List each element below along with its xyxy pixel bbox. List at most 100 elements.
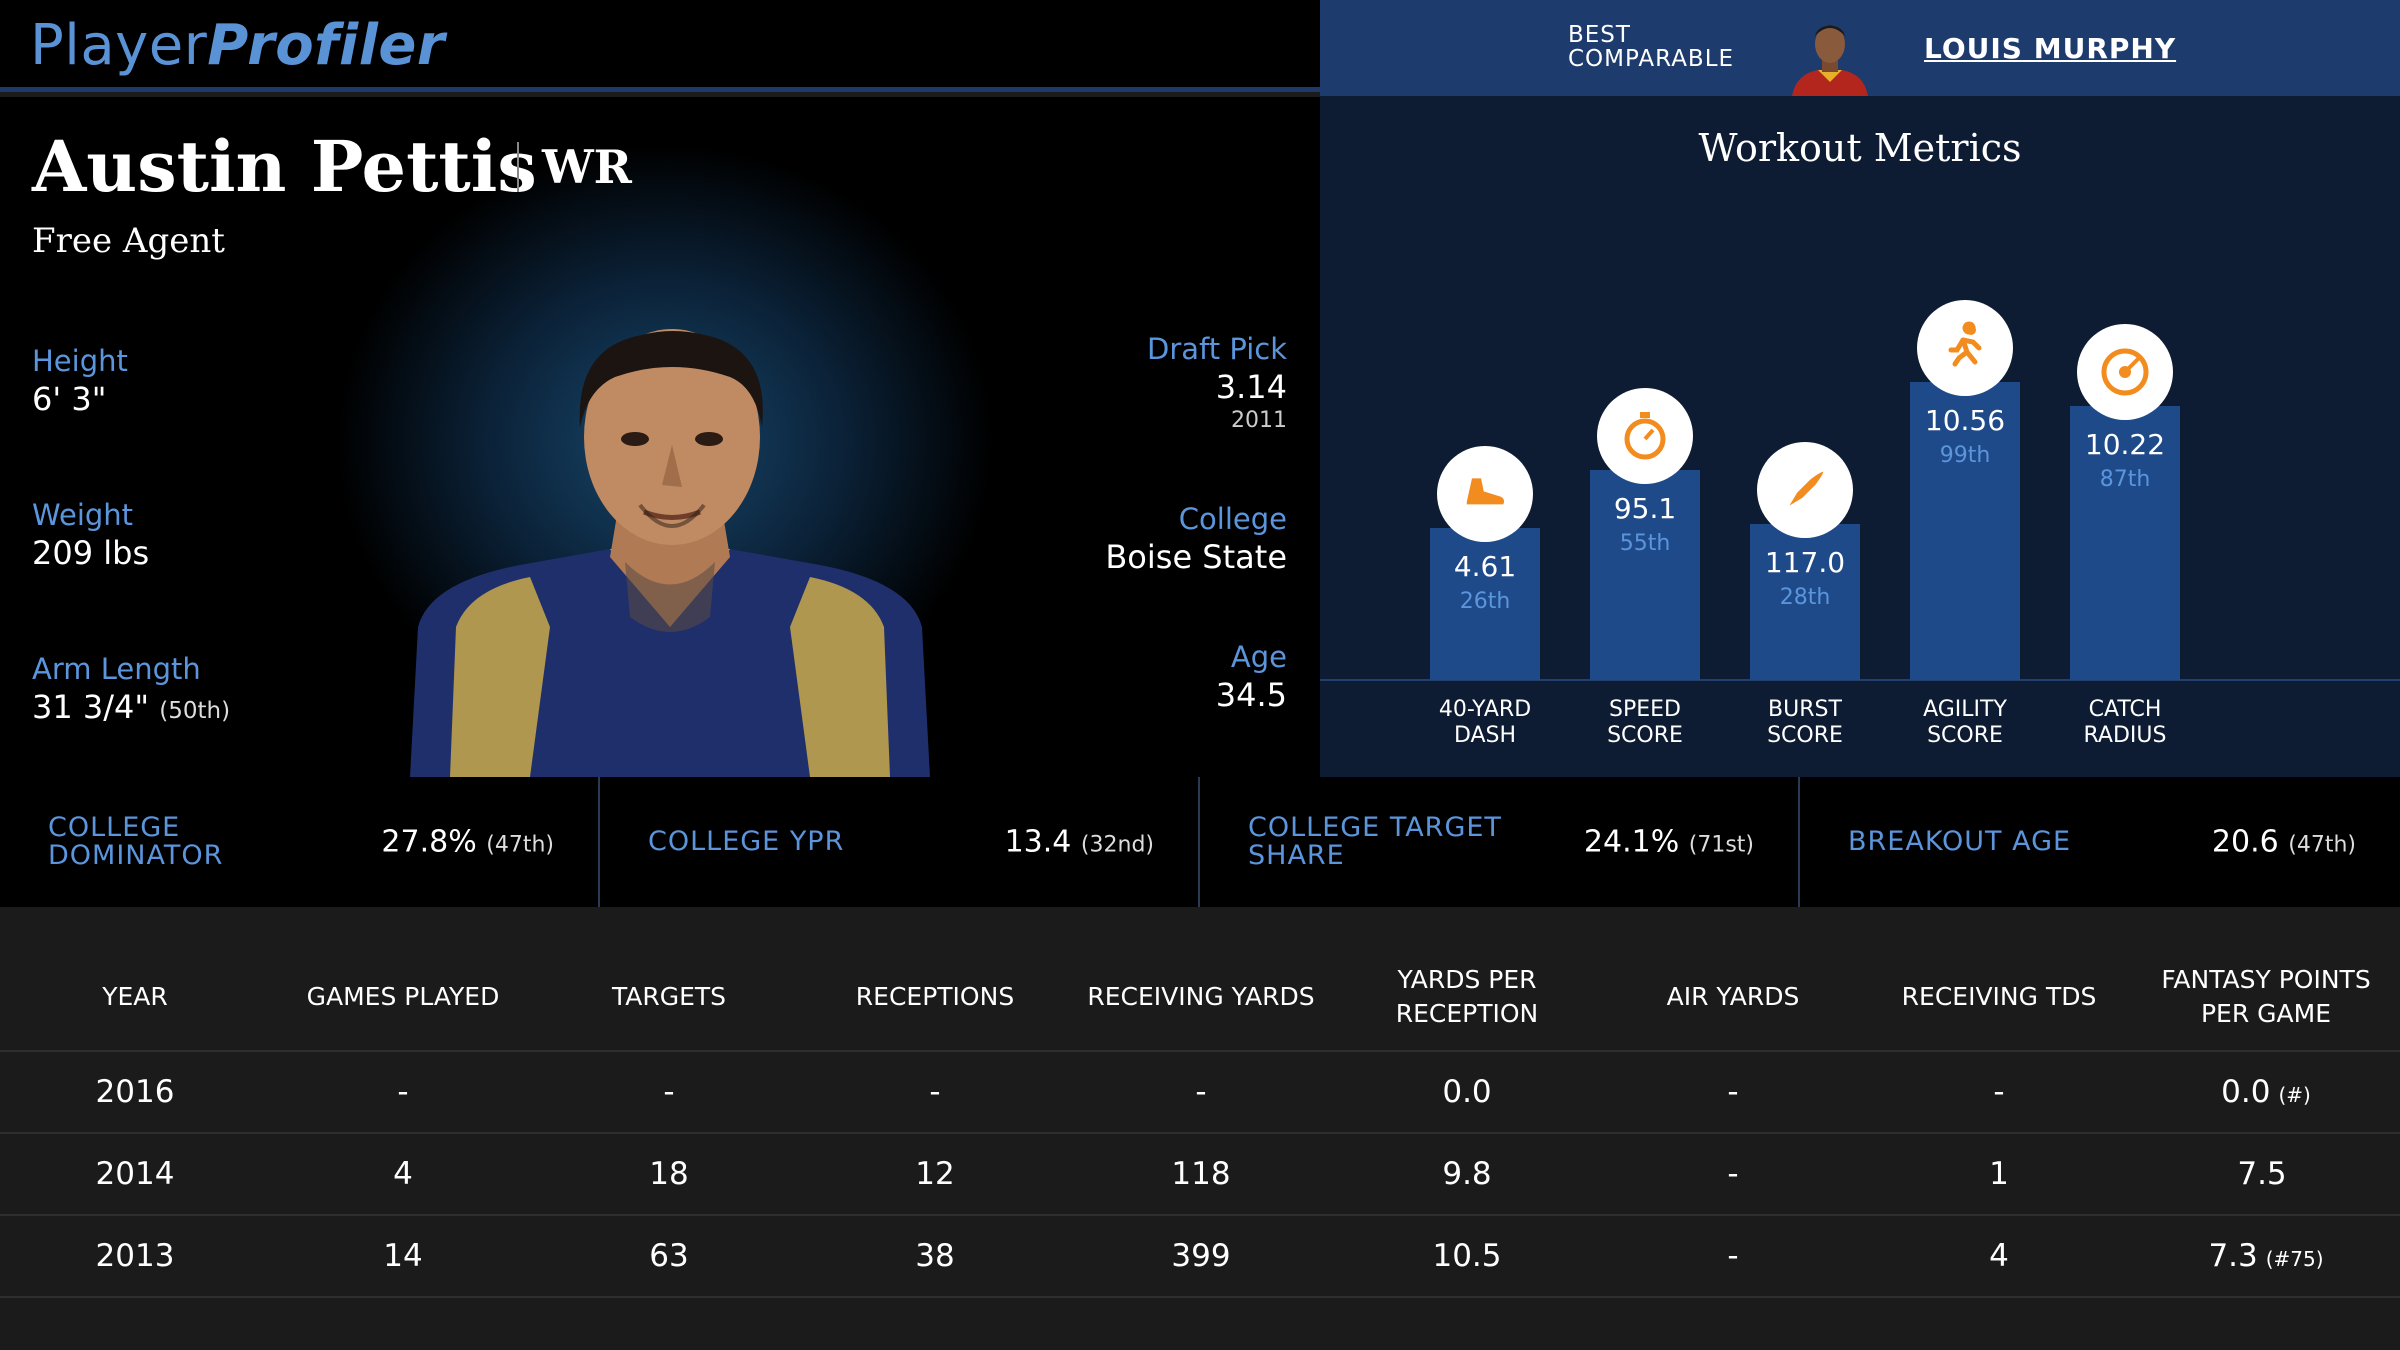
season-stats-section: YEAR GAMES PLAYED TARGETS RECEPTIONS REC… [0,907,2400,1350]
college-stats-bar: COLLEGE DOMINATOR 27.8% (47th) COLLEGE Y… [0,777,2400,907]
best-comparable-bar: BEST COMPARABLE LOUIS MURPHY [1320,0,2400,96]
col-targets[interactable]: TARGETS [536,943,802,1052]
table-cell: - [1600,1051,1866,1134]
college-target-share-label: COLLEGE TARGET SHARE [1248,812,1502,871]
bar-label: RADIUS [2084,723,2167,748]
breakout-age-label: BREAKOUT AGE [1848,826,2072,857]
bar-value: 10.56 [1925,404,2005,437]
bar-value: 4.61 [1454,550,1516,583]
bar [2070,406,2180,680]
bar-label: BURST [1768,697,1842,722]
fantasy-value: 7.3 [2208,1238,2258,1274]
bar-label: 40-YARD [1439,697,1531,722]
fantasy-value: 7.5 [2237,1156,2287,1192]
college-ypr-stat: COLLEGE YPR 13.4 (32nd) [600,777,1200,907]
bar-value: 95.1 [1614,492,1676,525]
fantasy-rank: (#75) [2265,1247,2324,1271]
college-ypr-percentile: (32nd) [1080,832,1154,858]
arm-length-stat: Arm Length 31 3/4" (50th) [32,651,230,731]
comparable-avatar[interactable] [1788,12,1872,96]
logo[interactable]: PlayerProfiler [30,13,446,78]
bar-label: SCORE [1927,723,2003,748]
college-dominator-label: COLLEGE DOMINATOR [48,812,224,871]
table-cell: 1 [1866,1133,2132,1216]
table-cell: 10.5 [1334,1215,1600,1298]
table-cell: 2014 [0,1133,270,1216]
season-stats-table: YEAR GAMES PLAYED TARGETS RECEPTIONS REC… [0,943,2400,1298]
bar-label: SCORE [1767,723,1843,748]
col-fantasy-points-per-game[interactable]: FANTASY POINTS PER GAME [2132,943,2400,1052]
weight-label: Weight [32,498,134,532]
bar-label: AGILITY [1923,697,2007,722]
table-cell-fantasy: 7.5 [2132,1133,2400,1216]
col-air-yards[interactable]: AIR YARDS [1600,943,1866,1052]
table-cell: - [1600,1215,1866,1298]
target-icon [2077,324,2173,420]
fantasy-value: 0.0 [2221,1074,2271,1110]
table-cell: - [1068,1051,1334,1134]
workout-metrics-chart: 4.6126th40-YARDDASH95.155thSPEEDSCORE117… [1320,300,2400,748]
table-cell: 118 [1068,1133,1334,1216]
player-team: Free Agent [32,221,225,261]
college-ypr-value: 13.4 [1004,824,1072,860]
draft-pick-stat: Draft Pick 3.14 2011 [1147,331,1287,435]
college-target-share-stat: COLLEGE TARGET SHARE 24.1% (71st) [1200,777,1800,907]
draft-year: 2011 [1231,408,1287,433]
col-games-played[interactable]: GAMES PLAYED [270,943,536,1052]
college-stat: College Boise State [1105,501,1287,577]
age-label: Age [1230,640,1287,674]
table-row: 2013 14 63 38 399 10.5 - 4 7.3 (#75) [0,1215,2400,1298]
breakout-age-stat: BREAKOUT AGE 20.6 (47th) [1800,777,2400,907]
college-value: Boise State [1105,538,1287,576]
bar [1430,528,1540,680]
arm-length-value: 31 3/4" [32,688,150,726]
table-cell: - [802,1051,1068,1134]
col-receiving-yards[interactable]: RECEIVING YARDS [1068,943,1334,1052]
draft-pick-value: 3.14 [1215,368,1287,406]
comparable-player-link[interactable]: LOUIS MURPHY [1924,32,2177,65]
college-target-share-percentile: (71st) [1688,832,1754,858]
table-cell: 4 [270,1133,536,1216]
college-label: College [1178,502,1287,536]
runner-icon [1917,300,2013,396]
col-receptions[interactable]: RECEPTIONS [802,943,1068,1052]
table-cell: 0.0 [1334,1051,1600,1134]
bar-value: 117.0 [1765,546,1845,579]
col-year[interactable]: YEAR [0,943,270,1052]
player-position: WR [542,140,632,194]
table-cell: - [1600,1133,1866,1216]
player-profile-panel: Austin Pettis WR Free Agent Height 6' 3"… [0,97,1320,777]
table-cell: 14 [270,1215,536,1298]
breakout-age-value: 20.6 [2211,824,2279,860]
table-cell: 399 [1068,1215,1334,1298]
col-receiving-tds[interactable]: RECEIVING TDS [1866,943,2132,1052]
table-header-row: YEAR GAMES PLAYED TARGETS RECEPTIONS REC… [0,943,2400,1052]
player-name: Austin Pettis [32,125,537,208]
bar [1750,524,1860,680]
bar-value: 10.22 [2085,428,2165,461]
table-cell: - [1866,1051,2132,1134]
weight-value: 209 lbs [32,534,150,572]
height-value: 6' 3" [32,380,107,418]
bar [1590,470,1700,680]
bar-percentile: 87th [2100,467,2151,492]
draft-pick-label: Draft Pick [1147,332,1287,366]
bar-label: SPEED [1609,697,1681,722]
stopwatch-icon [1597,388,1693,484]
col-yards-per-reception[interactable]: YARDS PER RECEPTION [1334,943,1600,1052]
age-stat: Age 34.5 [1216,639,1287,715]
bar-percentile: 99th [1940,443,1991,468]
height-label: Height [32,344,128,378]
header-bar: PlayerProfiler [0,0,1320,92]
table-cell: 4 [1866,1215,2132,1298]
bar-percentile: 55th [1620,531,1671,556]
table-cell: 63 [536,1215,802,1298]
name-divider [517,142,519,192]
breakout-age-percentile: (47th) [2288,832,2356,858]
bar [1910,382,2020,680]
